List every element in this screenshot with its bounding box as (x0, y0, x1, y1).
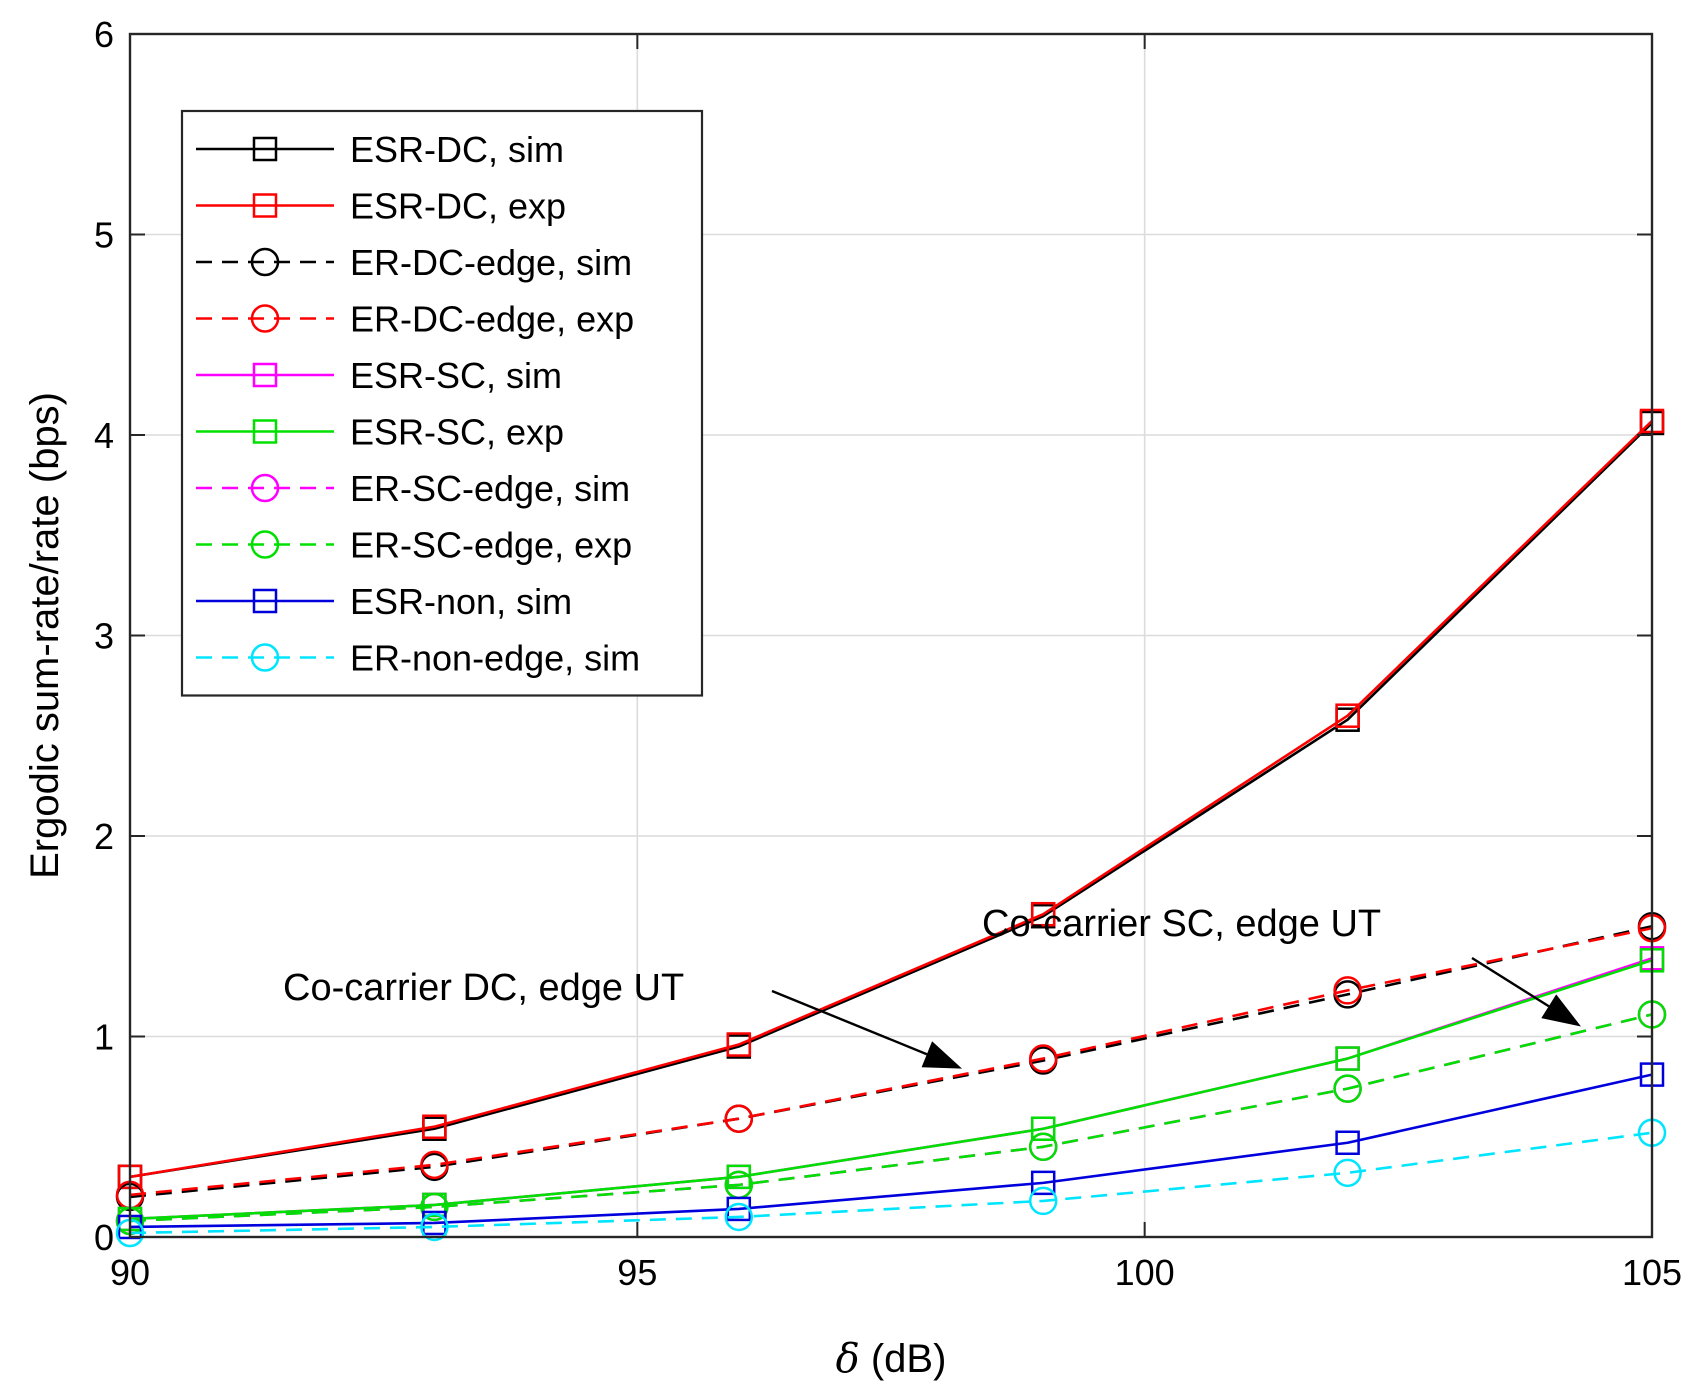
x-tick-label: 100 (1115, 1252, 1175, 1293)
legend-label: ESR-non, sim (350, 581, 572, 622)
legend-marker (252, 362, 278, 388)
x-axis-symbol: δ (836, 1336, 860, 1382)
data-point (1030, 1170, 1056, 1196)
legend-marker (250, 643, 280, 672)
legend-entry-9: ER-non-edge, sim (196, 638, 640, 679)
data-point (1028, 1044, 1058, 1073)
x-tick-label: 90 (110, 1252, 150, 1293)
annotation-arrow-line (771, 989, 928, 1056)
series-line (129, 422, 1653, 1179)
y-tick-label: 1 (94, 1017, 114, 1058)
data-point (422, 1114, 447, 1139)
data-point (1335, 703, 1360, 728)
axes: 90 95 100 105 0 1 2 3 4 5 6 δ (dB) Ergodic sum-rate/… (23, 14, 1682, 1382)
legend-entry-8: ESR-non, sim (196, 581, 572, 622)
data-point (1333, 1074, 1362, 1103)
data-point (1028, 1186, 1058, 1216)
y-tick-label: 5 (94, 215, 114, 256)
legend-entry-0: ESR-DC, sim (196, 129, 564, 170)
legend-entry-2: ER-DC-edge, sim (196, 242, 632, 283)
legend-marker (252, 193, 278, 218)
data-point (1030, 1116, 1056, 1141)
annotation-arrow-head (921, 1041, 962, 1069)
x-tick-label: 105 (1622, 1252, 1682, 1293)
series-line (129, 926, 1653, 1197)
legend-label: ER-SC-edge, exp (350, 525, 632, 566)
data-point (724, 1202, 754, 1232)
data-point (1028, 1132, 1058, 1162)
data-point (420, 1150, 449, 1180)
annotation-1: Co-carrier SC, edge UT (982, 903, 1581, 1027)
legend-entry-4: ESR-SC, sim (196, 355, 562, 396)
data-point (420, 1212, 449, 1242)
legend-label: ER-SC-edge, sim (350, 468, 630, 509)
series-line (129, 1131, 1653, 1235)
series-line (129, 1073, 1653, 1229)
data-point (1333, 1158, 1362, 1188)
series-line (129, 420, 1653, 1179)
legend-marker (250, 304, 280, 333)
y-axis-title: Ergodic sum-rate/rate (bps) (23, 392, 67, 879)
x-axis-unit: (dB) (860, 1337, 947, 1381)
legend-label: ESR-SC, sim (350, 355, 562, 396)
y-tick-label: 2 (94, 816, 114, 857)
annotation-label: Co-carrier DC, edge UT (283, 967, 684, 1009)
annotation-arrow-line (1471, 956, 1550, 1008)
legend-label: ER-non-edge, sim (350, 638, 640, 679)
legend: ESR-DC, sim ESR-DC, exp ER-DC-edge, sim ER-… (180, 109, 704, 697)
data-point (1335, 1046, 1360, 1071)
y-tick-label: 6 (94, 14, 114, 55)
legend-label: ESR-DC, exp (350, 186, 566, 227)
y-tick-label: 3 (94, 616, 114, 657)
legend-entry-3: ER-DC-edge, exp (196, 299, 634, 340)
legend-entry-7: ER-SC-edge, exp (196, 525, 632, 566)
legend-entry-5: ESR-SC, exp (196, 412, 564, 453)
data-point (422, 1210, 447, 1236)
annotations: Co-carrier DC, edge UT Co-carrier SC, edg… (283, 903, 1581, 1069)
legend-marker (252, 588, 278, 614)
legend-label: ESR-DC, sim (350, 129, 564, 170)
data-point (1030, 901, 1056, 927)
annotation-0: Co-carrier DC, edge UT (283, 967, 962, 1069)
legend-marker (250, 473, 280, 503)
series-line (129, 959, 1653, 1221)
legend-label: ER-DC-edge, sim (350, 242, 632, 283)
data-point (420, 1192, 449, 1222)
data-point (1333, 976, 1362, 1005)
legend-label: ESR-SC, exp (350, 412, 564, 453)
legend-label: ER-DC-edge, exp (350, 299, 634, 340)
legend-marker (252, 419, 278, 444)
data-point (1335, 1130, 1360, 1156)
x-axis-title: δ (dB) (836, 1336, 947, 1382)
legend-marker (250, 247, 280, 277)
legend-box (180, 109, 704, 697)
legend-entry-1: ESR-DC, exp (196, 186, 566, 227)
legend-marker (252, 136, 278, 162)
data-point (724, 1104, 754, 1133)
annotation-label: Co-carrier SC, edge UT (982, 903, 1381, 945)
data-point (726, 1032, 752, 1057)
legend-marker (250, 530, 280, 559)
y-tick-label: 4 (94, 415, 114, 456)
annotation-arrow-head (1541, 994, 1581, 1027)
y-tick-label: 0 (94, 1217, 114, 1258)
legend-entry-6: ER-SC-edge, sim (196, 468, 630, 509)
x-tick-label: 95 (617, 1252, 657, 1293)
series-line (129, 1013, 1653, 1223)
